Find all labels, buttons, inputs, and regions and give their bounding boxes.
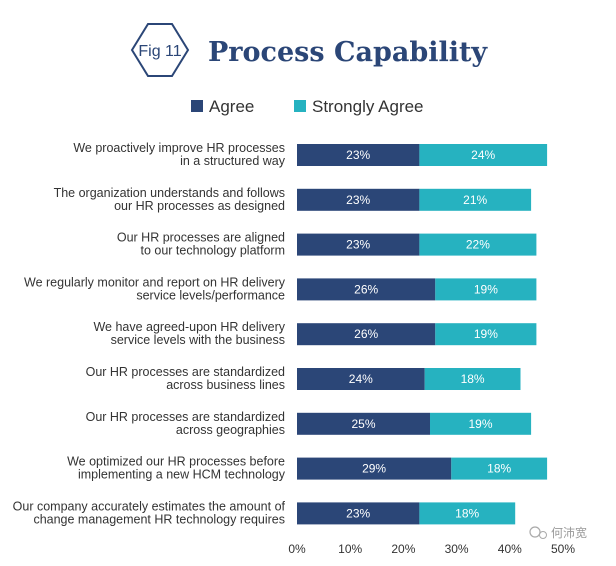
legend: Agree Strongly Agree bbox=[191, 97, 424, 116]
bar-label-strongly-agree: 18% bbox=[455, 506, 479, 520]
chart-title: Process Capability bbox=[208, 37, 488, 68]
legend-swatch-agree bbox=[191, 100, 203, 112]
bar-label-agree: 23% bbox=[346, 193, 370, 207]
bar-agree bbox=[297, 188, 420, 211]
category-label-line: across business lines bbox=[166, 378, 285, 392]
bar-label-strongly-agree: 19% bbox=[474, 282, 498, 296]
category-label: We regularly monitor and report on HR de… bbox=[24, 275, 286, 302]
bar-strongly-agree bbox=[419, 502, 516, 525]
bar-label-strongly-agree: 21% bbox=[463, 193, 487, 207]
bar-strongly-agree bbox=[424, 368, 521, 390]
bar-label-agree: 25% bbox=[351, 417, 375, 431]
category-label-line: implementing a new HCM technology bbox=[78, 468, 286, 482]
bar-agree bbox=[297, 412, 430, 435]
category-label-line: We optimized our HR processes before bbox=[67, 455, 285, 469]
category-label-line: Our HR processes are aligned bbox=[117, 231, 285, 245]
bar-agree bbox=[297, 502, 420, 525]
bar-agree bbox=[297, 278, 436, 301]
bar-label-agree: 26% bbox=[354, 327, 378, 341]
bar-label-agree: 23% bbox=[346, 506, 370, 520]
category-label-line: The organization understands and follows bbox=[54, 186, 285, 200]
legend-swatch-strongly-agree bbox=[294, 100, 306, 112]
bar-label-agree: 29% bbox=[362, 462, 386, 476]
bar-label-strongly-agree: 19% bbox=[468, 417, 492, 431]
category-label-line: service levels/performance bbox=[136, 288, 285, 302]
bar-agree bbox=[297, 368, 425, 390]
bars: 23% 24% 23% 21% 23% 22% 26% 19% 26% 19% 24% 18% 25% 1… bbox=[297, 144, 548, 525]
fig-badge-label: Fig 11 bbox=[138, 43, 181, 60]
x-tick-label: 30% bbox=[445, 542, 469, 556]
category-label-line: We regularly monitor and report on HR de… bbox=[24, 275, 286, 289]
bar-label-strongly-agree: 18% bbox=[487, 462, 511, 476]
x-tick-label: 40% bbox=[498, 542, 522, 556]
wechat-icon bbox=[529, 526, 541, 538]
bar-strongly-agree bbox=[435, 278, 537, 301]
bar-agree bbox=[297, 144, 420, 166]
bar-label-agree: 26% bbox=[354, 282, 378, 296]
bar-agree bbox=[297, 233, 420, 256]
bar-label-strongly-agree: 19% bbox=[474, 327, 498, 341]
bar-strongly-agree bbox=[419, 144, 548, 166]
bar-strongly-agree bbox=[419, 188, 532, 211]
x-axis: 0% 10% 20% 30% 40% 50% bbox=[288, 542, 575, 556]
bar-strongly-agree bbox=[419, 233, 537, 256]
bar-label-agree: 24% bbox=[349, 372, 373, 386]
x-tick-label: 0% bbox=[288, 542, 306, 556]
category-label-line: to our technology platform bbox=[140, 244, 285, 258]
category-label-line: Our company accurately estimates the amo… bbox=[13, 499, 286, 513]
category-label: Our HR processes are standardized across … bbox=[86, 365, 285, 392]
category-label: Our HR processes are standardized across … bbox=[86, 410, 285, 437]
category-label: Our HR processes are aligned to our techn… bbox=[117, 231, 285, 258]
category-label-line: in a structured way bbox=[180, 154, 286, 168]
watermark: 何沛宽 bbox=[529, 525, 587, 540]
x-tick-label: 50% bbox=[551, 542, 575, 556]
category-label-line: We proactively improve HR processes bbox=[73, 141, 285, 155]
x-tick-label: 20% bbox=[391, 542, 415, 556]
bar-strongly-agree bbox=[435, 323, 537, 346]
category-label: Our company accurately estimates the amo… bbox=[13, 499, 286, 526]
category-label: The organization understands and follows… bbox=[54, 186, 285, 213]
category-label-line: change management HR technology requires bbox=[33, 512, 285, 526]
watermark-text: 何沛宽 bbox=[551, 525, 587, 540]
category-label-line: across geographies bbox=[176, 423, 285, 437]
category-label-line: Our HR processes are standardized bbox=[86, 410, 285, 424]
category-labels: We proactively improve HR processes in a … bbox=[13, 141, 286, 526]
legend-label-strongly-agree: Strongly Agree bbox=[312, 97, 424, 116]
bar-strongly-agree bbox=[451, 457, 548, 480]
category-label-line: Our HR processes are standardized bbox=[86, 365, 285, 379]
wechat-icon-dot bbox=[539, 531, 547, 539]
category-label: We have agreed-upon HR delivery service l… bbox=[93, 320, 285, 347]
x-tick-label: 10% bbox=[338, 542, 362, 556]
bar-strongly-agree bbox=[430, 412, 532, 435]
bar-agree bbox=[297, 457, 452, 480]
category-label-line: We have agreed-upon HR delivery bbox=[93, 320, 285, 334]
fig-badge: Fig 11 bbox=[130, 23, 190, 77]
bar-agree bbox=[297, 323, 436, 346]
bar-label-strongly-agree: 24% bbox=[471, 148, 495, 162]
hexagon-icon bbox=[130, 23, 190, 77]
bar-label-agree: 23% bbox=[346, 148, 370, 162]
legend-label-agree: Agree bbox=[209, 97, 254, 116]
category-label-line: service levels with the business bbox=[111, 333, 285, 347]
bar-label-strongly-agree: 18% bbox=[461, 372, 485, 386]
category-label-line: our HR processes as designed bbox=[114, 199, 285, 213]
category-label: We optimized our HR processes before impl… bbox=[67, 455, 286, 482]
bar-label-agree: 23% bbox=[346, 238, 370, 252]
bar-label-strongly-agree: 22% bbox=[466, 238, 490, 252]
category-label: We proactively improve HR processes in a … bbox=[73, 141, 285, 168]
